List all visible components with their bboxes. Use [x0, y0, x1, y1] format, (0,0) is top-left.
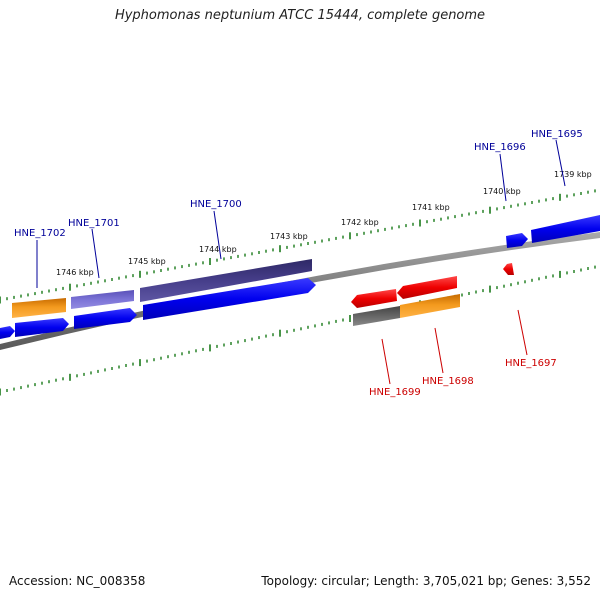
gene-rev-arrow-2[interactable]: [397, 276, 457, 299]
gene-hne-1695-feature[interactable]: [531, 215, 600, 243]
gene-hne-1699-feature[interactable]: [353, 306, 400, 326]
gene-label-hne-1701[interactable]: HNE_1701: [68, 218, 120, 229]
kbp-label-1741: 1741 kbp: [412, 203, 450, 212]
kbp-label-1743: 1743 kbp: [270, 232, 308, 241]
kbp-label-1742: 1742 kbp: [341, 218, 379, 227]
genome-backbone: [0, 232, 600, 350]
gene-label-hne-1700[interactable]: HNE_1700: [190, 199, 242, 210]
gene-label-hne-1698[interactable]: HNE_1698: [422, 376, 474, 387]
gene-label-hne-1695[interactable]: HNE_1695: [531, 129, 583, 140]
kbp-label-1744: 1744 kbp: [199, 245, 237, 254]
gene-hne-1696-feature[interactable]: [506, 233, 528, 248]
accession-text: Accession: NC_008358: [9, 574, 146, 588]
kbp-label-1746: 1746 kbp: [56, 268, 94, 277]
gene-label-hne-1697[interactable]: HNE_1697: [505, 358, 557, 369]
topology-text: Topology: circular; Length: 3,705,021 bp…: [261, 574, 591, 588]
leader-hne-1697: [517, 309, 528, 356]
gene-label-hne-1702[interactable]: HNE_1702: [14, 228, 66, 239]
gene-fwd-arrow-4[interactable]: [143, 278, 316, 320]
leader-hne-1695: [555, 139, 566, 187]
kbp-label-1740: 1740 kbp: [483, 187, 521, 196]
gene-hne-1702-feature[interactable]: [12, 298, 66, 318]
leader-hne-1699: [381, 338, 391, 385]
kbp-label-1739: 1739 kbp: [554, 170, 592, 179]
gene-fwd-arrow-3[interactable]: [74, 308, 137, 329]
genome-title: Hyphomonas neptunium ATCC 15444, complet…: [114, 8, 486, 23]
leader-hne-1696: [499, 153, 507, 202]
leader-hne-1701: [91, 228, 100, 279]
gene-label-hne-1699[interactable]: HNE_1699: [369, 387, 421, 398]
gene-fwd-arrow-1[interactable]: [0, 326, 15, 339]
gene-label-hne-1696[interactable]: HNE_1696: [474, 142, 526, 153]
gene-hne-1701-feature[interactable]: [71, 290, 134, 309]
kbp-label-1745: 1745 kbp: [128, 257, 166, 266]
gene-hne-1698-feature[interactable]: [400, 294, 460, 318]
gene-rev-arrow-1[interactable]: [351, 289, 397, 308]
leader-hne-1698: [434, 327, 444, 374]
leader-hne-1700: [213, 210, 222, 260]
gene-hne-1700-feature[interactable]: [140, 259, 312, 302]
gene-hne-1697-feature[interactable]: [503, 263, 514, 275]
gene-fwd-arrow-2[interactable]: [15, 318, 69, 337]
